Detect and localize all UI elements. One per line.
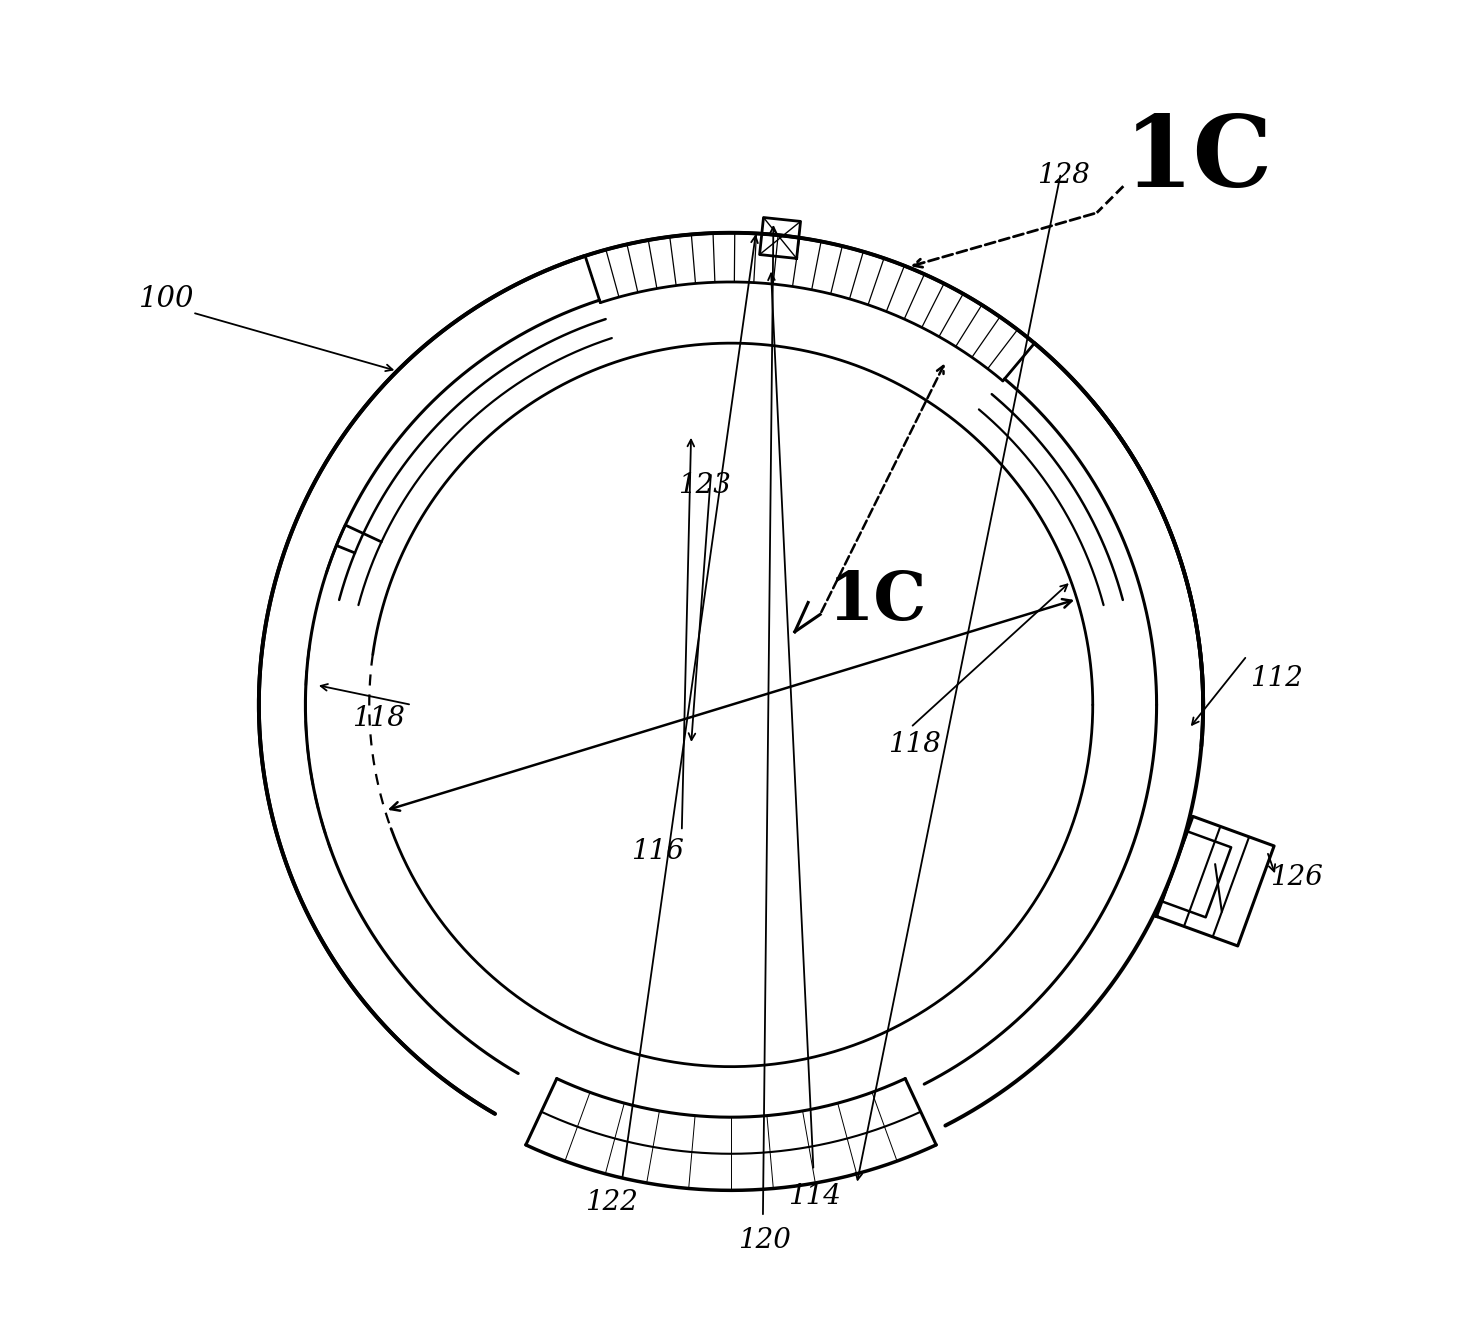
Text: 118: 118: [352, 705, 405, 732]
Text: 128: 128: [1037, 162, 1089, 189]
Text: 118: 118: [887, 732, 942, 758]
Text: 112: 112: [1250, 665, 1303, 692]
Text: 120: 120: [738, 1228, 791, 1254]
Text: 116: 116: [632, 838, 684, 864]
Text: 122: 122: [585, 1189, 637, 1216]
Text: 114: 114: [788, 1184, 841, 1210]
Text: 1C: 1C: [1123, 112, 1272, 207]
Text: 126: 126: [1269, 864, 1323, 891]
Text: 123: 123: [678, 472, 731, 499]
Text: 1C: 1C: [827, 569, 927, 633]
Text: 100: 100: [139, 285, 194, 314]
